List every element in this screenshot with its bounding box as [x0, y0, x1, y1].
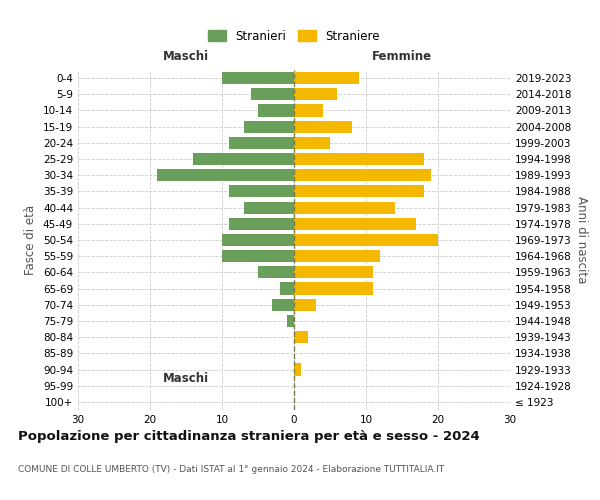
Y-axis label: Anni di nascita: Anni di nascita: [575, 196, 588, 284]
Bar: [294, 137, 330, 149]
Bar: [229, 218, 294, 230]
Y-axis label: Fasce di età: Fasce di età: [25, 205, 37, 275]
Bar: [280, 282, 294, 294]
Text: Femmine: Femmine: [372, 50, 432, 63]
Bar: [294, 331, 308, 343]
Bar: [294, 104, 323, 117]
Bar: [222, 72, 294, 84]
Bar: [294, 72, 359, 84]
Bar: [294, 234, 438, 246]
Bar: [287, 315, 294, 327]
Legend: Stranieri, Straniere: Stranieri, Straniere: [203, 25, 385, 48]
Text: Popolazione per cittadinanza straniera per età e sesso - 2024: Popolazione per cittadinanza straniera p…: [18, 430, 480, 443]
Bar: [157, 169, 294, 181]
Bar: [229, 186, 294, 198]
Text: Maschi: Maschi: [163, 50, 209, 63]
Bar: [294, 120, 352, 132]
Bar: [258, 104, 294, 117]
Bar: [294, 88, 337, 101]
Bar: [294, 153, 424, 165]
Bar: [222, 234, 294, 246]
Text: Maschi: Maschi: [163, 372, 209, 386]
Bar: [258, 266, 294, 278]
Bar: [294, 218, 416, 230]
Bar: [294, 250, 380, 262]
Bar: [294, 266, 373, 278]
Bar: [294, 186, 424, 198]
Bar: [222, 250, 294, 262]
Text: COMUNE DI COLLE UMBERTO (TV) - Dati ISTAT al 1° gennaio 2024 - Elaborazione TUTT: COMUNE DI COLLE UMBERTO (TV) - Dati ISTA…: [18, 465, 444, 474]
Bar: [294, 364, 301, 376]
Bar: [294, 202, 395, 213]
Bar: [251, 88, 294, 101]
Bar: [193, 153, 294, 165]
Bar: [244, 120, 294, 132]
Bar: [272, 298, 294, 311]
Bar: [294, 169, 431, 181]
Bar: [294, 298, 316, 311]
Bar: [244, 202, 294, 213]
Bar: [294, 282, 373, 294]
Bar: [229, 137, 294, 149]
